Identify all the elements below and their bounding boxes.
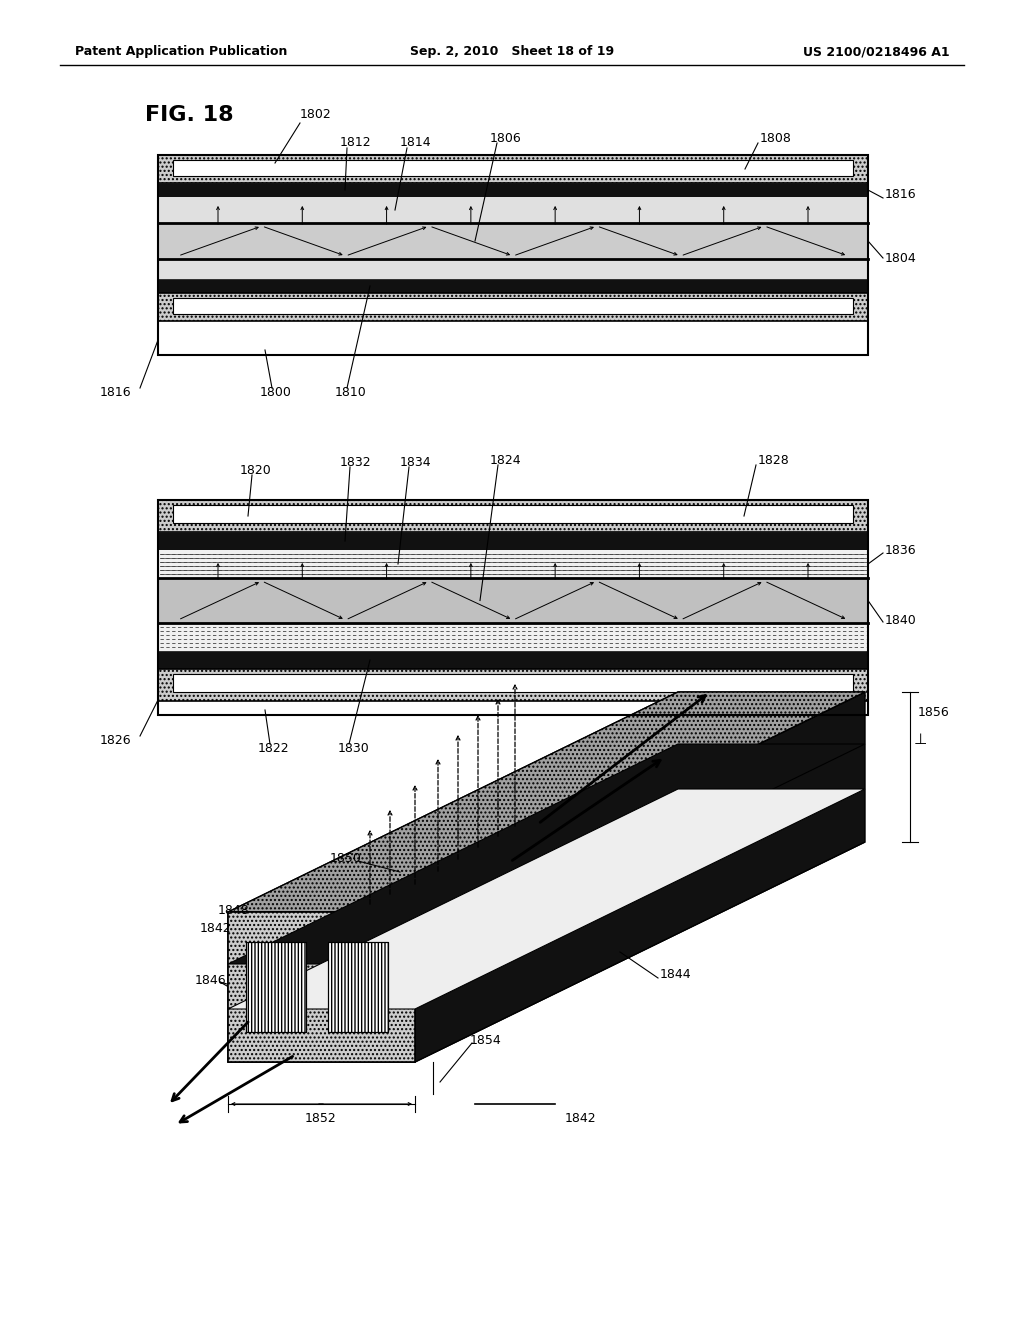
Bar xyxy=(328,942,388,1032)
Text: 1842: 1842 xyxy=(565,1111,597,1125)
Polygon shape xyxy=(228,912,415,1063)
Bar xyxy=(158,550,868,578)
Text: Sep. 2, 2010   Sheet 18 of 19: Sep. 2, 2010 Sheet 18 of 19 xyxy=(410,45,614,58)
Bar xyxy=(328,942,388,1032)
Text: 1814: 1814 xyxy=(400,136,432,149)
Polygon shape xyxy=(228,789,865,1008)
Bar xyxy=(158,183,868,197)
Text: 1822: 1822 xyxy=(258,742,290,755)
Text: 1828: 1828 xyxy=(758,454,790,466)
Bar xyxy=(158,669,868,701)
Polygon shape xyxy=(415,692,865,1063)
Bar xyxy=(158,279,868,293)
Bar xyxy=(158,500,868,715)
Text: 1808: 1808 xyxy=(760,132,792,144)
Text: 1840: 1840 xyxy=(885,614,916,627)
Polygon shape xyxy=(228,744,865,964)
Text: 1854: 1854 xyxy=(470,1034,502,1047)
Text: 1856: 1856 xyxy=(918,705,949,718)
Text: 1846: 1846 xyxy=(195,974,226,986)
Text: 1836: 1836 xyxy=(885,544,916,557)
Bar xyxy=(158,578,868,623)
Text: 1824: 1824 xyxy=(490,454,521,466)
Bar xyxy=(158,651,868,669)
Text: ⊥: ⊥ xyxy=(914,731,928,747)
Text: 1848: 1848 xyxy=(218,903,250,916)
Polygon shape xyxy=(228,692,865,912)
Bar xyxy=(158,500,868,532)
Polygon shape xyxy=(228,692,865,912)
Polygon shape xyxy=(228,912,415,1063)
Text: US 2100/0218496 A1: US 2100/0218496 A1 xyxy=(804,45,950,58)
Text: 1820: 1820 xyxy=(240,463,271,477)
Text: Patent Application Publication: Patent Application Publication xyxy=(75,45,288,58)
Text: 1804: 1804 xyxy=(885,252,916,264)
Bar xyxy=(173,506,853,523)
Text: 1816: 1816 xyxy=(100,385,132,399)
Bar xyxy=(158,532,868,550)
Text: 1806: 1806 xyxy=(490,132,522,144)
Text: 1816: 1816 xyxy=(885,189,916,202)
Bar xyxy=(158,154,868,355)
Text: 1844: 1844 xyxy=(660,969,691,982)
Text: 1842: 1842 xyxy=(200,921,231,935)
Bar xyxy=(158,223,868,259)
Bar xyxy=(158,623,868,651)
Text: 1826: 1826 xyxy=(100,734,132,747)
Text: 1810: 1810 xyxy=(335,385,367,399)
Bar xyxy=(158,293,868,321)
Text: 1830: 1830 xyxy=(338,742,370,755)
Text: 1850: 1850 xyxy=(330,851,361,865)
Bar xyxy=(158,259,868,279)
Text: 1802: 1802 xyxy=(300,108,332,121)
Polygon shape xyxy=(228,842,865,1063)
Bar xyxy=(158,154,868,183)
Bar xyxy=(246,942,306,1032)
Text: 1812: 1812 xyxy=(340,136,372,149)
Bar xyxy=(173,160,853,176)
Text: 1834: 1834 xyxy=(400,455,432,469)
Bar xyxy=(173,298,853,314)
Text: FIG. 18: FIG. 18 xyxy=(145,106,233,125)
Text: 1832: 1832 xyxy=(340,455,372,469)
Bar xyxy=(173,675,853,692)
Text: 1852: 1852 xyxy=(305,1111,337,1125)
Text: 1800: 1800 xyxy=(260,385,292,399)
Bar xyxy=(246,942,306,1032)
Bar xyxy=(158,197,868,223)
